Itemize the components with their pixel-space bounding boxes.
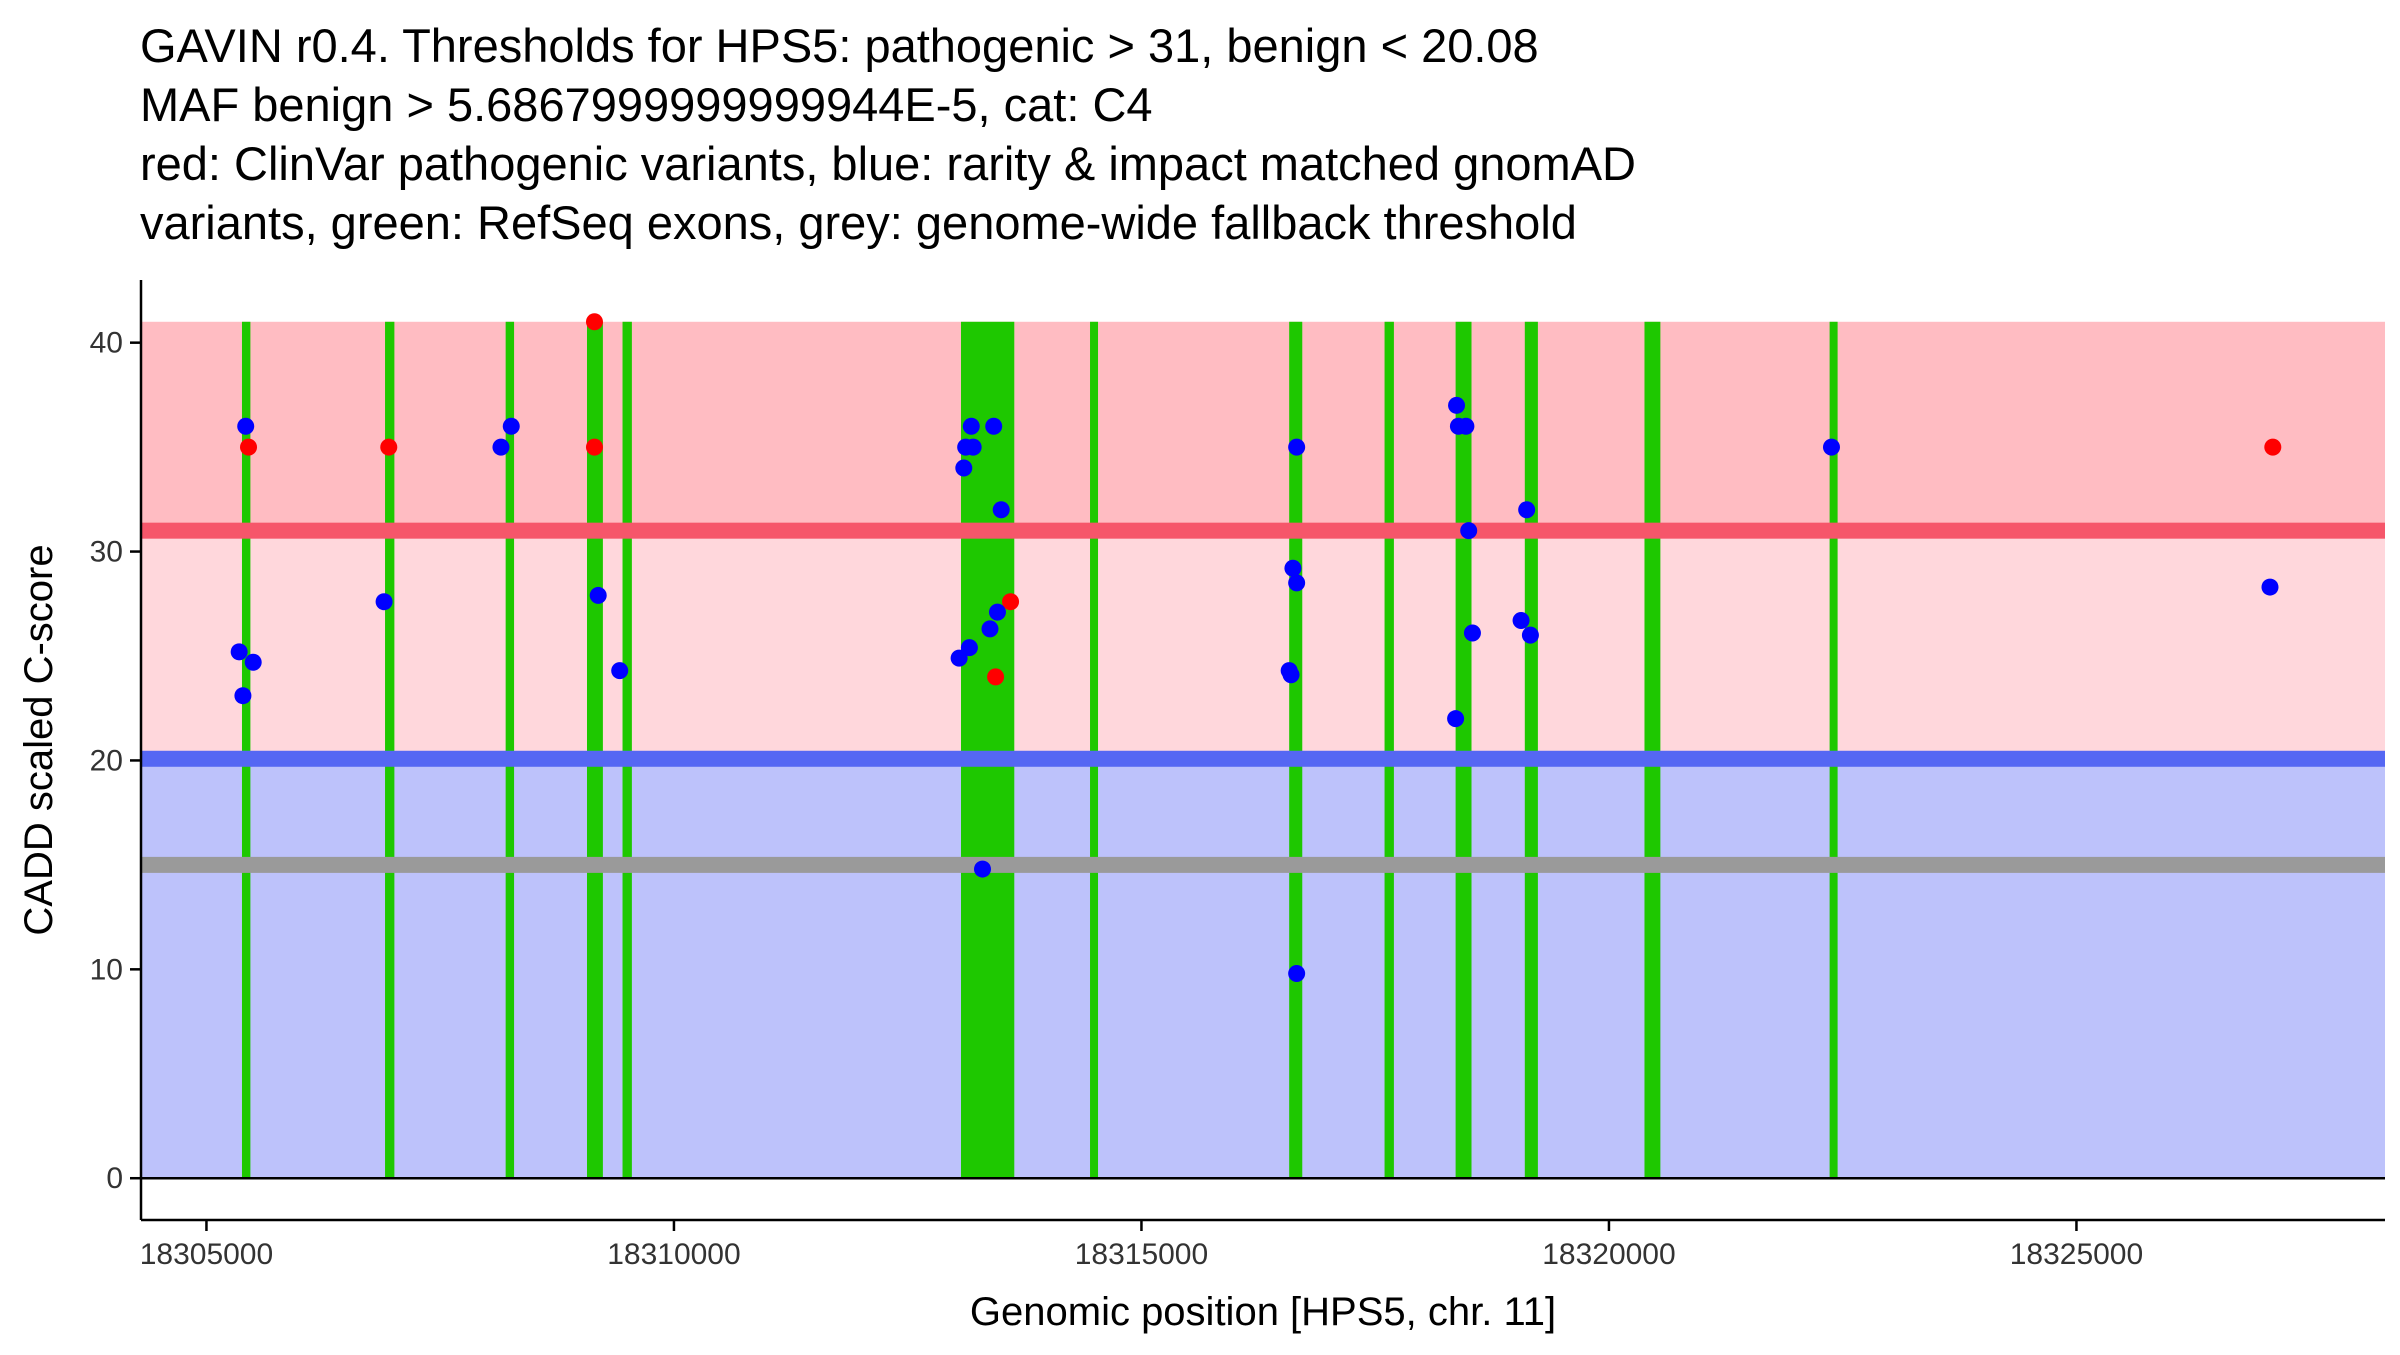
exon-bar-13 — [1829, 321, 1838, 1179]
gnomad-point-5 — [375, 593, 393, 611]
clinvar-point-2 — [380, 438, 398, 456]
x-tick-label-5: 18325000 — [2010, 1238, 2143, 1271]
data-points — [230, 313, 2282, 983]
gnomad-point-21 — [1284, 559, 1302, 577]
x-tick-label-2: 18310000 — [607, 1238, 740, 1271]
gnomad-point-17 — [992, 501, 1010, 519]
title-line-4: variants, green: RefSeq exons, grey: gen… — [140, 196, 1577, 249]
exon-bar-12 — [1644, 321, 1661, 1179]
y-tick-label-2: 10 — [90, 953, 123, 986]
gnomad-point-32 — [1463, 624, 1481, 642]
title-line-1: GAVIN r0.4. Thresholds for HPS5: pathoge… — [140, 19, 1539, 72]
gnomad-point-8 — [589, 586, 607, 604]
intermediate-zone — [141, 530, 2385, 759]
gnomad-point-4 — [234, 687, 252, 705]
clinvar-point-3 — [585, 313, 603, 331]
gnomad-point-1 — [237, 417, 255, 435]
gnomad-point-35 — [1521, 626, 1539, 644]
threshold-bands — [141, 321, 2385, 1179]
fallback-threshold-line — [141, 856, 2385, 873]
clinvar-point-1 — [240, 438, 258, 456]
gnomad-point-10 — [950, 649, 968, 667]
gnomad-point-22 — [1288, 574, 1306, 592]
clinvar-point-7 — [2264, 438, 2282, 456]
exon-bar-7 — [1090, 321, 1099, 1179]
tick-labels: 18305000 18310000 18315000 18320000 18325000… — [90, 327, 2144, 1271]
title-line-3: red: ClinVar pathogenic variants, blue: … — [140, 137, 1636, 190]
clinvar-point-4 — [585, 438, 603, 456]
gnomad-point-6 — [492, 438, 510, 456]
exon-bar-2 — [385, 321, 395, 1179]
gnomad-point-31 — [1447, 710, 1465, 728]
y-tick-label-4: 30 — [90, 536, 123, 569]
gnomad-point-18 — [988, 603, 1006, 621]
y-tick-label-3: 20 — [90, 744, 123, 777]
gnomad-point-3 — [244, 653, 262, 671]
axes — [130, 280, 2385, 1231]
exon-bar-9 — [1384, 321, 1394, 1179]
x-axis-title: Genomic position [HPS5, chr. 11] — [970, 1290, 1556, 1334]
gnomad-point-26 — [1288, 965, 1306, 983]
gnomad-point-19 — [981, 620, 999, 638]
exon-bar-11 — [1524, 321, 1538, 1179]
gnomad-point-15 — [960, 639, 978, 657]
gnomad-point-12 — [964, 438, 982, 456]
gnomad-point-30 — [1460, 522, 1478, 540]
benign-zone — [141, 758, 2385, 1179]
gnomad-point-29 — [1457, 417, 1475, 435]
gnomad-point-37 — [2261, 578, 2279, 596]
y-tick-label-5: 40 — [90, 327, 123, 360]
y-axis-title: CADD scaled C-score — [17, 544, 61, 935]
title-line-2: MAF benign > 5.6867999999999944E-5, cat:… — [140, 78, 1153, 131]
gnomad-point-27 — [1448, 396, 1466, 414]
y-tick-label-1: 0 — [106, 1162, 123, 1195]
pathogenic-zone — [141, 321, 2385, 531]
exon-bar-3 — [505, 321, 515, 1179]
x-tick-label-4: 18320000 — [1542, 1238, 1675, 1271]
gnomad-point-2 — [230, 643, 248, 661]
exon-bar-1 — [241, 321, 251, 1179]
exon-bar-10 — [1455, 321, 1472, 1179]
threshold-lines — [141, 522, 2385, 873]
pathogenic-threshold-line — [141, 522, 2385, 539]
clinvar-point-6 — [1002, 593, 1020, 611]
benign-threshold-line — [141, 750, 2385, 767]
x-tick-label-3: 18315000 — [1075, 1238, 1208, 1271]
gnomad-point-20 — [974, 860, 991, 878]
gnomad-point-23 — [1288, 438, 1306, 456]
gnomad-point-36 — [1822, 438, 1840, 456]
gnomad-point-14 — [955, 459, 973, 477]
gnomad-point-33 — [1518, 501, 1536, 519]
x-tick-label-1: 18305000 — [140, 1238, 273, 1271]
gnomad-point-16 — [985, 417, 1003, 435]
gnomad-point-7 — [502, 417, 520, 435]
chart-title: GAVIN r0.4. Thresholds for HPS5: pathoge… — [140, 19, 1636, 249]
exon-bar-5 — [622, 321, 632, 1179]
gnomad-point-34 — [1512, 611, 1530, 629]
gnomad-point-13 — [962, 417, 980, 435]
gnomad-point-25 — [1282, 666, 1300, 684]
gnomad-point-9 — [611, 662, 629, 680]
clinvar-point-5 — [987, 668, 1005, 686]
